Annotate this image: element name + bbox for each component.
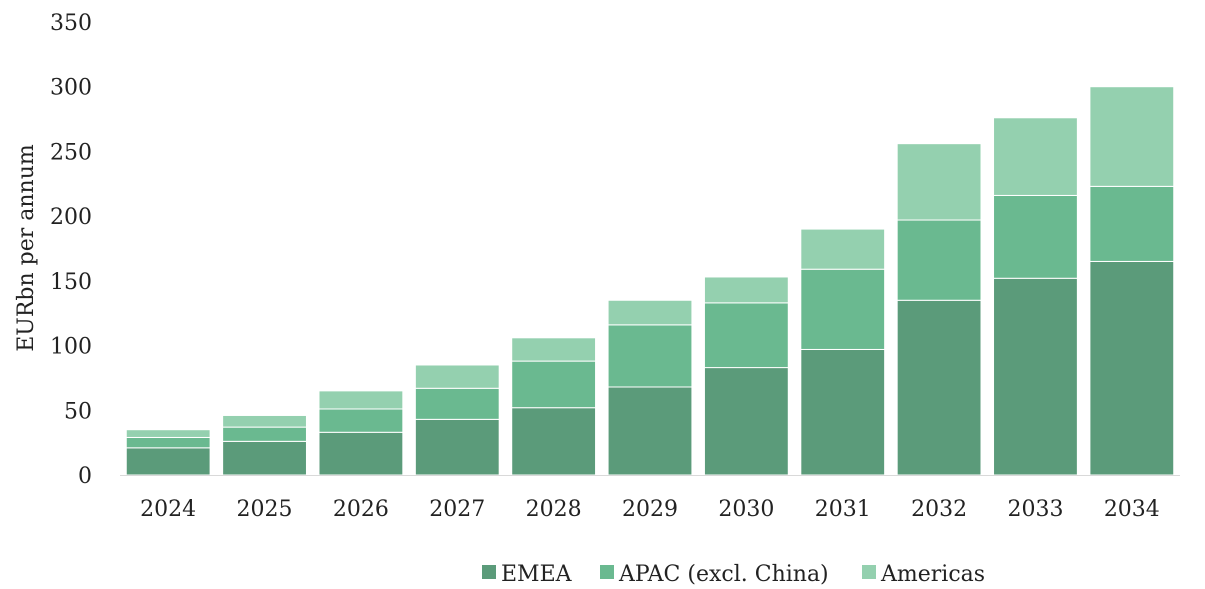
bar-segment-americas-2025	[222, 414, 307, 428]
bar-segment-emea-2031	[800, 348, 886, 476]
y-tick-label: 350	[50, 11, 92, 36]
bar-segment-americas-2026	[318, 390, 404, 410]
y-tick-label: 250	[50, 140, 92, 165]
bar-segment-apac-excl-china-2032	[896, 219, 982, 301]
bar-segment-emea-2027	[414, 418, 500, 476]
x-tick-label: 2031	[815, 497, 871, 522]
x-tick-label: 2032	[911, 497, 967, 522]
bar-segment-emea-2025	[222, 440, 307, 476]
bar-segment-americas-2033	[993, 117, 1078, 196]
bars	[125, 86, 1175, 476]
x-axis-ticks: 2024 2025 2026 2027 2028 2029 2030 2031 2032 2033…	[140, 497, 1160, 522]
bar-segment-emea-2030	[703, 367, 789, 476]
bar-segment-americas-2027	[414, 364, 500, 389]
y-axis-ticks: 0 50 100 150 200 250 300 350	[50, 11, 92, 489]
bar-segment-americas-2030	[703, 276, 789, 304]
x-tick-label: 2025	[237, 497, 293, 522]
bar-segment-americas-2032	[896, 143, 982, 221]
bar-segment-emea-2034	[1089, 260, 1175, 476]
x-tick-label: 2034	[1104, 497, 1160, 522]
legend-label: APAC (excl. China)	[618, 562, 829, 587]
bar-segment-emea-2029	[607, 386, 693, 476]
legend-item: Americas	[862, 562, 985, 587]
bar-segment-apac-excl-china-2034	[1089, 185, 1175, 262]
bar-segment-apac-excl-china-2024	[125, 436, 211, 449]
legend-label: Americas	[880, 562, 985, 587]
bar-segment-americas-2028	[511, 337, 597, 362]
bar-segment-americas-2029	[607, 299, 693, 326]
x-tick-label: 2030	[718, 497, 774, 522]
bar-segment-emea-2032	[896, 299, 982, 476]
legend-swatch	[482, 565, 496, 579]
bar-segment-emea-2028	[511, 407, 597, 476]
legend-label: EMEA	[501, 562, 573, 587]
y-tick-label: 200	[50, 205, 92, 230]
bar-segment-apac-excl-china-2031	[800, 268, 886, 350]
x-tick-label: 2033	[1007, 497, 1063, 522]
bar-segment-apac-excl-china-2025	[222, 426, 307, 442]
x-tick-label: 2024	[140, 497, 196, 522]
x-tick-label: 2029	[622, 497, 678, 522]
bar-segment-apac-excl-china-2029	[607, 324, 693, 388]
bar-segment-apac-excl-china-2033	[993, 194, 1078, 279]
bar-segment-apac-excl-china-2030	[703, 302, 789, 369]
y-tick-label: 0	[78, 464, 92, 489]
legend: EMEA APAC (excl. China) Americas	[482, 562, 985, 587]
legend-swatch	[862, 565, 876, 579]
y-tick-label: 100	[50, 335, 92, 360]
bar-segment-apac-excl-china-2028	[511, 360, 597, 409]
y-tick-label: 150	[50, 270, 92, 295]
x-tick-label: 2028	[526, 497, 582, 522]
bar-segment-americas-2034	[1089, 86, 1175, 187]
y-tick-label: 300	[50, 76, 92, 101]
bar-segment-emea-2026	[318, 431, 404, 476]
y-axis-label: EURbn per annum	[14, 144, 39, 352]
x-tick-label: 2026	[333, 497, 389, 522]
bar-segment-americas-2024	[125, 429, 211, 438]
bar-segment-emea-2033	[993, 277, 1078, 476]
legend-item: APAC (excl. China)	[600, 562, 829, 587]
y-tick-label: 50	[64, 399, 92, 424]
legend-swatch	[600, 565, 614, 579]
bar-segment-emea-2024	[125, 447, 211, 476]
x-tick-label: 2027	[429, 497, 485, 522]
bar-segment-americas-2031	[800, 228, 886, 270]
bar-segment-apac-excl-china-2027	[414, 387, 500, 420]
legend-item: EMEA	[482, 562, 573, 587]
bar-segment-apac-excl-china-2026	[318, 408, 404, 433]
